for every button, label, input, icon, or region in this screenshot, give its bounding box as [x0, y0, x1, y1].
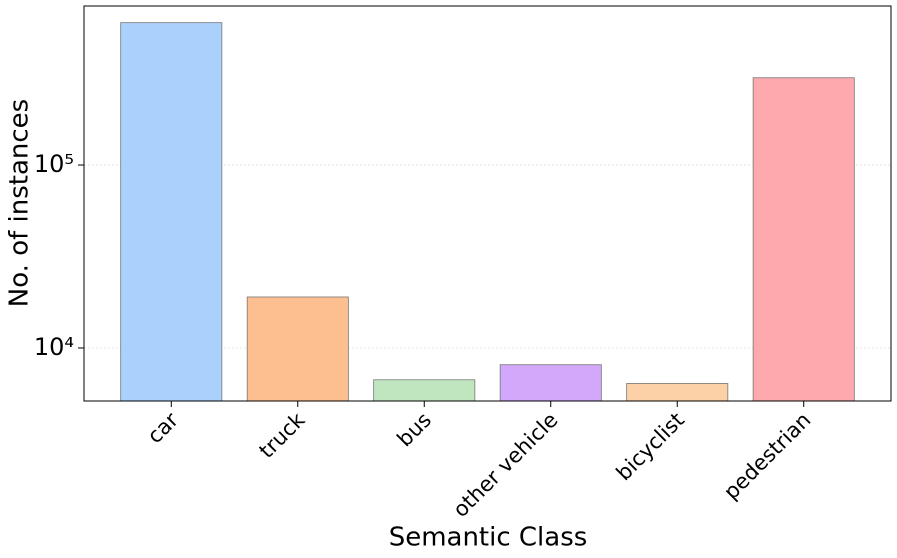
bar: [499, 364, 602, 402]
y-tick-label: 10⁵: [34, 150, 74, 178]
y-axis-title: No. of instances: [5, 99, 35, 307]
bar: [752, 77, 855, 402]
x-axis-title: Semantic Class: [389, 523, 588, 553]
bar: [246, 296, 349, 402]
x-tick-label: bus: [392, 408, 436, 452]
plot-frame: [83, 5, 892, 402]
x-tick-label: truck: [254, 407, 310, 463]
bar: [120, 22, 223, 402]
x-tick-label: other vehicle: [448, 408, 562, 522]
x-tick-label: pedestrian: [719, 408, 815, 504]
x-tick-label: bicyclist: [612, 408, 689, 485]
bar: [626, 383, 729, 402]
x-tick-label: car: [143, 408, 184, 449]
bar: [373, 379, 476, 402]
y-tick-label: 10⁴: [34, 333, 74, 361]
